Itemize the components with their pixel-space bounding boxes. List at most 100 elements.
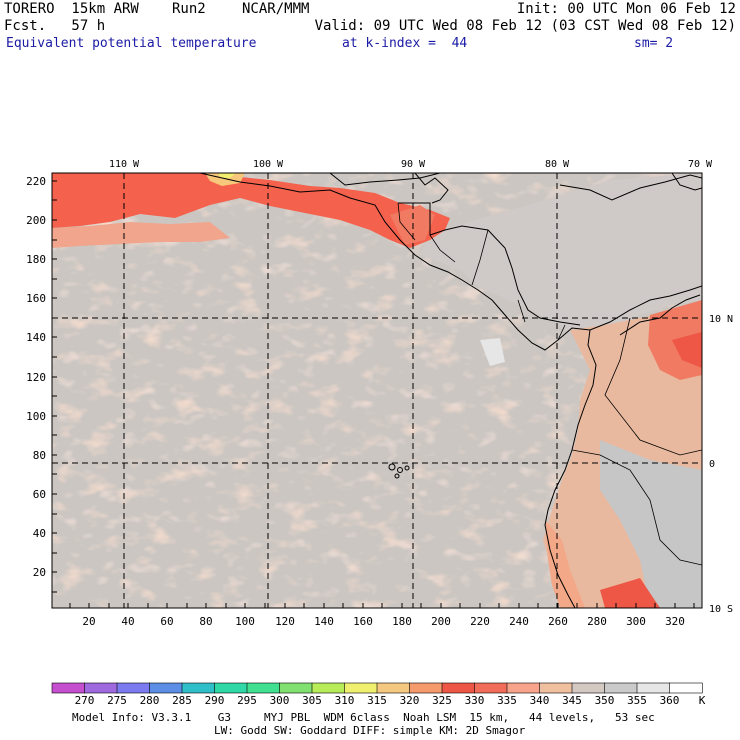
warm-core-caribbean: [672, 332, 702, 368]
colorbar-label: 280: [140, 694, 160, 707]
x-tick-label: 80: [199, 615, 212, 628]
geo-labels: 110 W 100 W 90 W 80 W 70 W 10 N 0 10 S: [109, 159, 733, 615]
x-tick-label: 240: [509, 615, 529, 628]
country-borders: [397, 202, 702, 566]
border-honduras-nicaragua: [471, 229, 489, 286]
level-label: at k-index = 44: [342, 36, 468, 51]
x-tick-label: 40: [121, 615, 134, 628]
colorbar-label: 355: [627, 694, 647, 707]
venezuela-coast: [619, 294, 701, 336]
y-tick-label: 160: [26, 292, 46, 305]
colorbar-swatch: [116, 682, 151, 694]
colorbar-label: 315: [367, 694, 387, 707]
x-tick-label: 260: [548, 615, 568, 628]
colorbar-label: 285: [172, 694, 192, 707]
amazon-lowland: [600, 440, 702, 608]
colorbar-label: 270: [75, 694, 95, 707]
model-title: TORERO 15km ARW: [4, 1, 139, 17]
axis-ticks: [52, 180, 695, 608]
y-tick-label: 180: [26, 253, 46, 266]
colorbar-swatch: [51, 682, 86, 694]
colorbar-label: 335: [497, 694, 517, 707]
colorbar-swatch: [279, 682, 313, 694]
lon-label: 100 W: [253, 159, 284, 170]
plot-frame: [51, 172, 703, 609]
south-america-pacific-coast: [544, 329, 597, 608]
x-tick-label: 60: [160, 615, 173, 628]
lat-label: 0: [709, 459, 715, 470]
warm-region-mexico-coast: [52, 173, 450, 248]
field-name: Equivalent potential temperature: [6, 36, 257, 51]
colorbar-label: 290: [205, 694, 225, 707]
colorbar-label: 350: [595, 694, 615, 707]
colorbar-labels: 270 275 280 285 290 295 300 305 310 315 320 325 330 3…: [75, 694, 680, 707]
colorbar-label: 360: [660, 694, 680, 707]
colorbar-label: 300: [270, 694, 290, 707]
warm-fringe: [52, 222, 230, 248]
colorbar-swatch: [214, 682, 248, 694]
x-tick-label: 320: [665, 615, 685, 628]
lon-label: 70 W: [688, 159, 713, 170]
lon-label: 110 W: [109, 159, 140, 170]
lat-label: 10 S: [709, 604, 733, 615]
y-tick-label: 60: [33, 488, 46, 501]
init-time: Init: 00 UTC Mon 06 Feb 12: [516, 1, 736, 17]
colorbar-swatch: [344, 682, 378, 694]
colorbar-swatch: [506, 682, 541, 694]
border-guatemala-honduras: [429, 234, 456, 263]
x-tick-label: 200: [431, 615, 451, 628]
border-panama-colombia: [557, 324, 566, 341]
y-tick-label: 100: [26, 410, 46, 423]
org-label: NCAR/MMM: [242, 1, 310, 17]
coastlines: [199, 173, 702, 608]
border-colombia-venezuela-brazil: [604, 317, 702, 456]
model-info: Model Info: V3.3.1 G3 MYJ PBL WDM 6class…: [72, 711, 655, 724]
island-1: [388, 463, 396, 471]
y-tick-label: 140: [26, 331, 46, 344]
y-tick-label: 20: [33, 566, 46, 579]
lat-label: 10 N: [709, 314, 733, 325]
y-tick-label: 220: [26, 175, 46, 188]
x-tick-label: 220: [470, 615, 490, 628]
warm-region-south: [600, 578, 660, 608]
run-label: Run2: [172, 1, 206, 17]
x-tick-labels: 20 40 60 80 100 120 140 160 180 200 220 …: [82, 615, 685, 628]
colorbar-swatch: [539, 682, 573, 694]
x-tick-label: 180: [392, 615, 412, 628]
y-tick-label: 200: [26, 214, 46, 227]
x-tick-label: 20: [82, 615, 95, 628]
colorbar-swatch: [441, 682, 476, 694]
galapagos-islands: [388, 463, 410, 479]
lon-label: 90 W: [401, 159, 426, 170]
hispaniola-coast: [671, 173, 702, 191]
warm-core-peak: [218, 173, 236, 178]
island-3: [404, 465, 410, 471]
graticule: [52, 173, 702, 608]
theta-e-field: [52, 173, 702, 608]
x-tick-label: 100: [235, 615, 255, 628]
colorbar-unit: K: [699, 694, 706, 707]
gulf-coast-mexico: [329, 173, 441, 186]
colorbar-swatch: [571, 682, 606, 694]
colorbar-swatch: [636, 682, 671, 694]
island-4: [394, 473, 400, 479]
cool-spot-pacific: [480, 338, 505, 366]
colorbar-swatch: [376, 682, 411, 694]
island-2: [397, 467, 403, 473]
colorbar-label: 330: [465, 694, 485, 707]
colorbar-swatch: [604, 682, 638, 694]
valid-time: Valid: 09 UTC Wed 08 Feb 12 (03 CST Wed …: [314, 18, 736, 34]
physics-info: LW: Godd SW: Goddard DIFF: simple KM: 2D…: [214, 724, 526, 737]
y-tick-label: 40: [33, 527, 46, 540]
x-tick-label: 300: [626, 615, 646, 628]
y-tick-label: 80: [33, 449, 46, 462]
pacific-coast-central-america: [199, 173, 702, 351]
colorbar-label: 325: [432, 694, 452, 707]
forecast-hour: Fcst. 57 h: [4, 18, 106, 34]
border-ecuador-peru-brazil: [571, 449, 702, 566]
colorbar-label: 275: [107, 694, 127, 707]
yucatan-coast: [414, 173, 449, 204]
colorbar-label: 340: [530, 694, 550, 707]
colorbar-swatch: [181, 682, 216, 694]
